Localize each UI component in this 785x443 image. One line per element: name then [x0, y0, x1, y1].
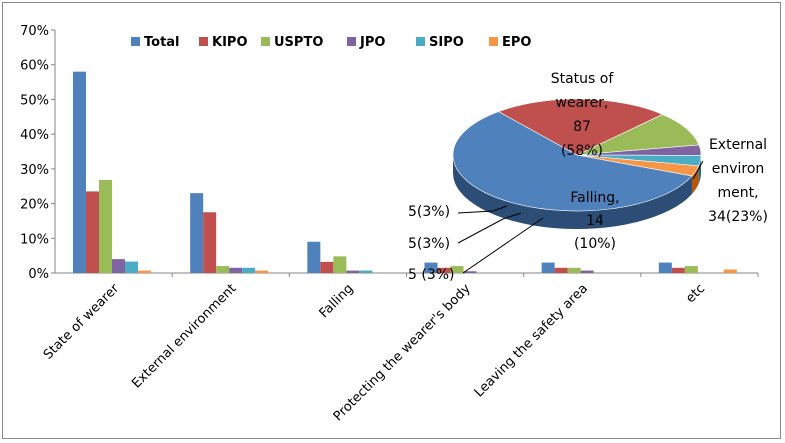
- pie-label-line: 14: [586, 213, 604, 229]
- pie-slice-side-5: [691, 165, 699, 194]
- pie-leader-line: [457, 205, 508, 214]
- x-category-label: State of wearer: [41, 281, 123, 363]
- legend-swatch-total: [131, 37, 140, 46]
- y-tick-label: 10%: [20, 232, 49, 247]
- bar-jpo-2: [346, 270, 360, 273]
- bar-total-1: [190, 193, 204, 273]
- pie-label-line: Status of: [551, 71, 615, 87]
- pie-label-3: 5 (3%): [408, 267, 455, 283]
- y-tick-label: 50%: [20, 93, 49, 108]
- pie-label-line: 5(3%): [408, 236, 450, 252]
- bar-uspto-2: [333, 256, 347, 273]
- bar-total-4: [541, 262, 555, 273]
- y-tick-label: 30%: [20, 163, 49, 178]
- pie-label-1: External environ ment, 34(23%): [708, 137, 768, 225]
- legend-label-jpo: JPO: [359, 35, 385, 50]
- pie-label-2: Falling, 14 (10%): [570, 190, 619, 252]
- pie-label-4: 5(3%): [408, 236, 450, 252]
- x-category-label: Protecting the wearer's body: [331, 281, 474, 424]
- bar-uspto-0: [99, 179, 112, 273]
- pie-label-0: Status of wearer, 87 (58%): [551, 71, 615, 159]
- pie-slice-side-4: [698, 155, 701, 184]
- pie-label-line: wearer,: [556, 95, 609, 111]
- bar-jpo-3: [463, 271, 477, 273]
- y-tick-label: 70%: [20, 24, 49, 39]
- pie-label-line: 5(3%): [408, 204, 450, 220]
- bar-sipo-1: [242, 267, 256, 273]
- x-category-label: Falling: [317, 281, 357, 321]
- pie-label-line: ment,: [717, 185, 758, 201]
- bar-total-0: [73, 71, 86, 274]
- pie-label-line: 87: [573, 119, 591, 135]
- legend-label-kipo: KIPO: [212, 35, 248, 50]
- bar-kipo-3: [437, 267, 451, 273]
- chart-frame: 0% 10% 20% 30% 40% 50% 60% 70% State of wearer Ex…: [2, 2, 781, 439]
- pie-label-line: (10%): [574, 236, 616, 252]
- pie-slice-0: [452, 111, 693, 212]
- pie-leader-line: [462, 217, 544, 274]
- chart-canvas: 0%10%20%30%40%50%60%70%State of wearer Ex…: [20, 24, 768, 424]
- pie-label-line: 5 (3%): [408, 267, 455, 283]
- pie-slice-1: [497, 98, 664, 156]
- bar-jpo-4: [580, 270, 594, 273]
- x-category-label: External environment: [129, 281, 239, 391]
- bar-epo-5: [723, 269, 737, 273]
- pie-leader-line: [457, 212, 522, 244]
- legend-swatch-sipo: [416, 37, 425, 46]
- legend-swatch-kipo: [199, 37, 208, 46]
- pie-label-line: (58%): [561, 143, 603, 159]
- y-tick-label: 40%: [20, 128, 49, 143]
- bar-uspto-5: [684, 266, 698, 273]
- bar-kipo-2: [320, 261, 334, 273]
- bar-kipo-4: [554, 267, 568, 273]
- pie-slice-2: [576, 114, 700, 156]
- y-tick-label: 60%: [20, 59, 49, 74]
- bar-jpo-0: [112, 259, 125, 273]
- legend-swatch-uspto: [261, 37, 270, 46]
- pie-slice-side-0: [453, 155, 692, 230]
- bar-jpo-1: [229, 267, 243, 273]
- x-category-label: Leaving the safety area: [472, 281, 591, 400]
- pie-slice-5: [576, 154, 700, 177]
- pie-label-line: 34(23%): [708, 209, 768, 225]
- pie-leader-line: [692, 160, 704, 180]
- bar-uspto-4: [567, 267, 581, 273]
- legend-label-total: Total: [144, 35, 180, 50]
- bar-kipo-5: [671, 267, 685, 273]
- bar-epo-0: [138, 270, 151, 273]
- legend-label-uspto: USPTO: [274, 35, 323, 50]
- legend-swatch-jpo: [347, 37, 356, 46]
- legend-swatch-epo: [489, 37, 498, 46]
- bar-uspto-1: [216, 266, 230, 273]
- pie-label-line: environ: [712, 161, 765, 177]
- legend-label-sipo: SIPO: [429, 35, 464, 50]
- x-category-label: etc: [683, 281, 708, 306]
- bar-total-2: [307, 241, 321, 273]
- bar-uspto-3: [450, 266, 464, 273]
- pie-label-line: External: [709, 137, 767, 153]
- bar-sipo-0: [125, 261, 138, 273]
- bar-epo-1: [255, 270, 269, 273]
- bar-total-5: [658, 262, 672, 273]
- pie-label-5: 5(3%): [408, 204, 450, 220]
- bar-total-3: [424, 262, 438, 273]
- y-tick-label: 0%: [28, 267, 49, 282]
- pie-label-line: Falling,: [570, 190, 619, 206]
- legend-label-epo: EPO: [502, 35, 531, 50]
- y-tick-label: 20%: [20, 198, 49, 213]
- bar-kipo-1: [203, 212, 217, 273]
- bar-kipo-0: [86, 191, 99, 273]
- bar-sipo-2: [359, 270, 373, 273]
